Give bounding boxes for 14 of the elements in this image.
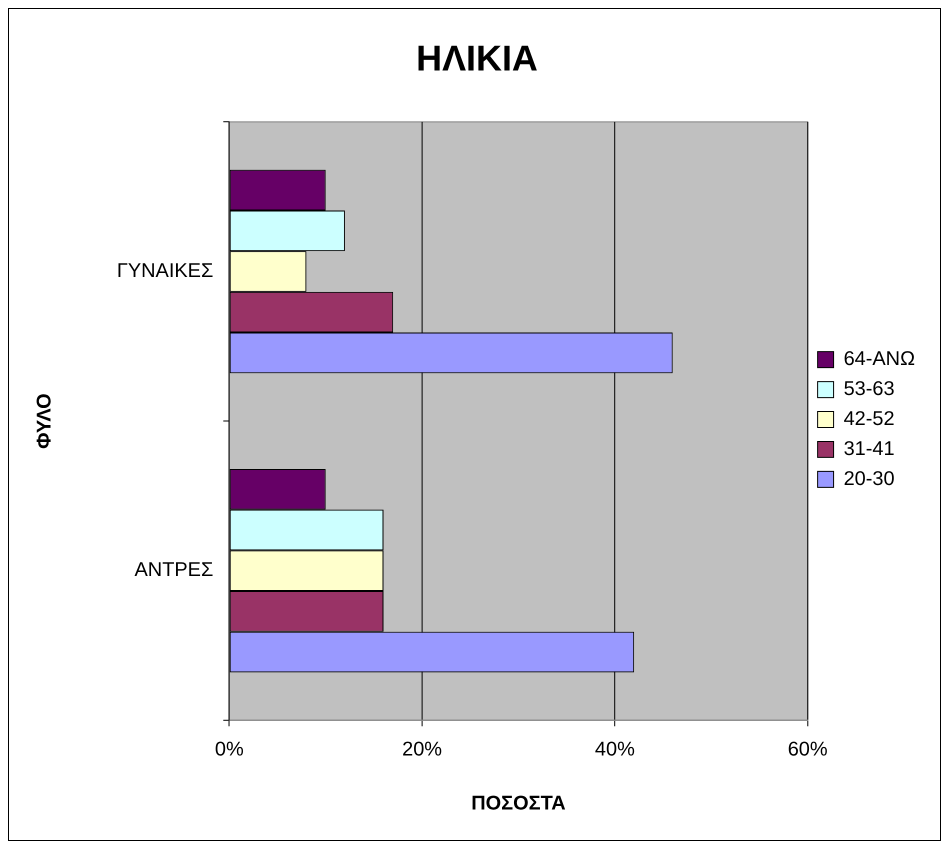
y-tick-label: ΑΝΤΡΕΣ [134,559,214,582]
legend-label: 20-30 [844,468,895,490]
y-tick-label: ΓΥΝΑΙΚΕΣ [116,260,214,282]
x-tick-label: 60% [788,738,828,761]
legend-label: 42-52 [844,408,895,430]
x-tick-label: 20% [402,738,442,761]
x-axis-title: ΠΟΣΟΣΤΑ [471,792,566,815]
x-tick-label: 40% [594,738,636,761]
legend-label: 31-41 [844,438,895,460]
chart-title: ΗΛΙΚΙΑ [416,37,538,78]
legend-label: 64-ΑΝΩ [844,348,916,370]
y-axis-title: ΦΥΛΟ [33,393,56,449]
legend-label: 53-63 [844,378,895,400]
x-tick-label: 0% [214,738,244,761]
